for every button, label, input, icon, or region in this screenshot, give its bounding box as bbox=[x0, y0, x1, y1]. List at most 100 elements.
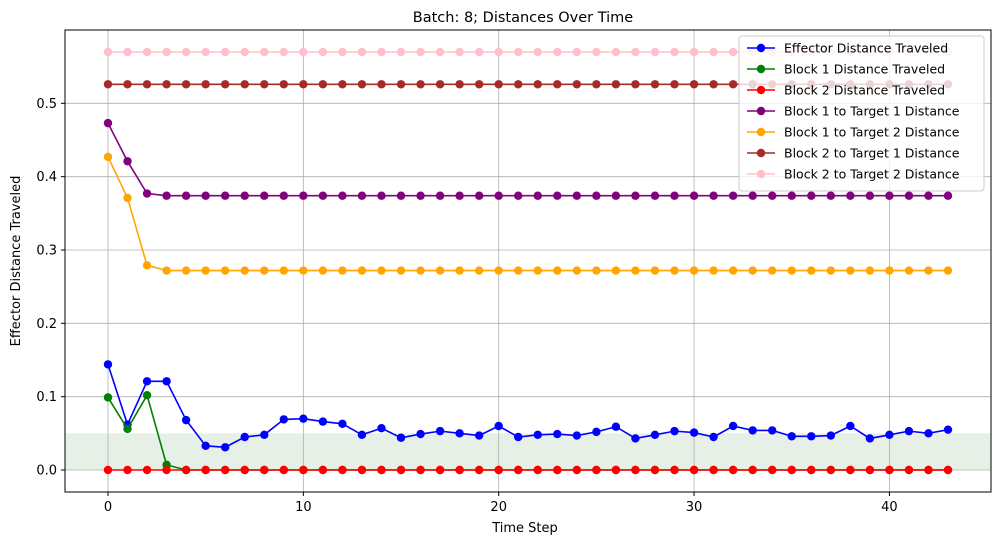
data-point bbox=[572, 266, 582, 275]
data-point bbox=[240, 465, 249, 475]
data-point bbox=[533, 47, 542, 57]
data-point bbox=[514, 432, 523, 442]
legend-item: Effector Distance Traveled bbox=[747, 41, 948, 56]
data-point bbox=[611, 465, 621, 475]
data-point bbox=[650, 266, 660, 275]
data-point bbox=[826, 266, 836, 275]
series-1 bbox=[103, 360, 953, 452]
data-point bbox=[885, 465, 894, 475]
data-point bbox=[767, 426, 777, 435]
data-point bbox=[474, 191, 484, 200]
data-point bbox=[103, 47, 113, 57]
data-point bbox=[494, 266, 503, 275]
data-point bbox=[709, 47, 718, 57]
data-point bbox=[220, 443, 230, 452]
data-point bbox=[318, 80, 328, 89]
data-point bbox=[299, 266, 308, 275]
legend-marker bbox=[756, 64, 766, 74]
data-point bbox=[103, 80, 113, 89]
data-point bbox=[162, 191, 171, 200]
data-point bbox=[220, 191, 230, 200]
data-point bbox=[338, 47, 347, 57]
data-point bbox=[553, 429, 562, 439]
legend-label: Block 1 Distance Traveled bbox=[784, 62, 945, 77]
data-point bbox=[201, 441, 210, 450]
data-point bbox=[553, 191, 562, 200]
data-point bbox=[416, 465, 425, 475]
data-point bbox=[474, 465, 484, 475]
data-point bbox=[396, 465, 406, 475]
data-point bbox=[201, 80, 210, 89]
data-point bbox=[435, 465, 445, 475]
data-point bbox=[572, 465, 582, 475]
data-point bbox=[670, 426, 679, 436]
legend-item: Block 1 to Target 2 Distance bbox=[747, 125, 960, 140]
data-point bbox=[162, 80, 171, 89]
data-point bbox=[435, 47, 445, 57]
data-point bbox=[631, 434, 640, 443]
data-point bbox=[826, 465, 836, 475]
data-point bbox=[611, 191, 621, 200]
data-point bbox=[377, 465, 386, 475]
legend-item: Block 1 Distance Traveled bbox=[747, 62, 945, 77]
plot-frame bbox=[64, 29, 992, 493]
data-point bbox=[514, 465, 523, 475]
data-point bbox=[533, 191, 542, 200]
data-point bbox=[260, 465, 269, 475]
y-tick-label: 0.4 bbox=[36, 170, 57, 185]
data-point bbox=[846, 191, 855, 200]
data-point bbox=[377, 424, 386, 433]
data-point bbox=[494, 80, 503, 89]
legend-label: Block 2 to Target 1 Distance bbox=[784, 146, 960, 161]
data-point bbox=[181, 415, 191, 425]
data-point bbox=[416, 47, 425, 57]
data-point bbox=[260, 430, 269, 439]
data-point bbox=[455, 266, 464, 275]
data-point bbox=[728, 191, 738, 200]
data-point bbox=[103, 465, 113, 475]
data-point bbox=[670, 191, 679, 200]
data-point bbox=[846, 266, 855, 275]
data-point bbox=[416, 191, 425, 200]
data-point bbox=[904, 191, 914, 200]
legend-marker bbox=[756, 43, 766, 53]
legend-item: Block 1 to Target 1 Distance bbox=[747, 104, 960, 119]
tick-layer: 0 10 20 30 40 0.0 0.1 0.2 0.3 0.4 0.5 bbox=[36, 97, 897, 515]
data-point bbox=[435, 191, 445, 200]
y-axis-label: Effector Distance Traveled bbox=[9, 176, 24, 347]
data-point bbox=[338, 80, 347, 89]
data-point bbox=[142, 465, 152, 475]
legend-marker bbox=[756, 169, 766, 179]
data-point bbox=[924, 429, 933, 438]
data-point bbox=[592, 266, 601, 275]
legend-item: Block 2 to Target 1 Distance bbox=[747, 146, 960, 161]
data-point bbox=[826, 191, 836, 200]
legend-item: Block 2 Distance Traveled bbox=[747, 83, 945, 98]
data-point bbox=[318, 191, 328, 200]
x-axis-label: Time Step bbox=[491, 521, 558, 536]
data-point bbox=[455, 465, 464, 475]
series-5 bbox=[103, 152, 953, 275]
data-point bbox=[514, 266, 523, 275]
data-point bbox=[103, 360, 113, 369]
x-tick-label: 20 bbox=[490, 500, 507, 515]
data-point bbox=[240, 47, 249, 57]
data-point bbox=[474, 47, 484, 57]
data-point bbox=[435, 426, 445, 436]
data-point bbox=[299, 414, 308, 423]
data-point bbox=[709, 465, 718, 475]
data-point bbox=[279, 415, 289, 424]
legend-box bbox=[738, 35, 985, 192]
data-point bbox=[553, 80, 562, 89]
data-point bbox=[611, 47, 621, 57]
data-point bbox=[474, 431, 484, 440]
data-point bbox=[377, 47, 386, 57]
data-point bbox=[103, 393, 113, 402]
data-point bbox=[260, 191, 269, 200]
data-point bbox=[846, 465, 855, 475]
data-point bbox=[592, 427, 601, 437]
data-point bbox=[201, 191, 210, 200]
data-point bbox=[592, 47, 601, 57]
data-point bbox=[123, 157, 132, 166]
data-point bbox=[748, 191, 757, 200]
